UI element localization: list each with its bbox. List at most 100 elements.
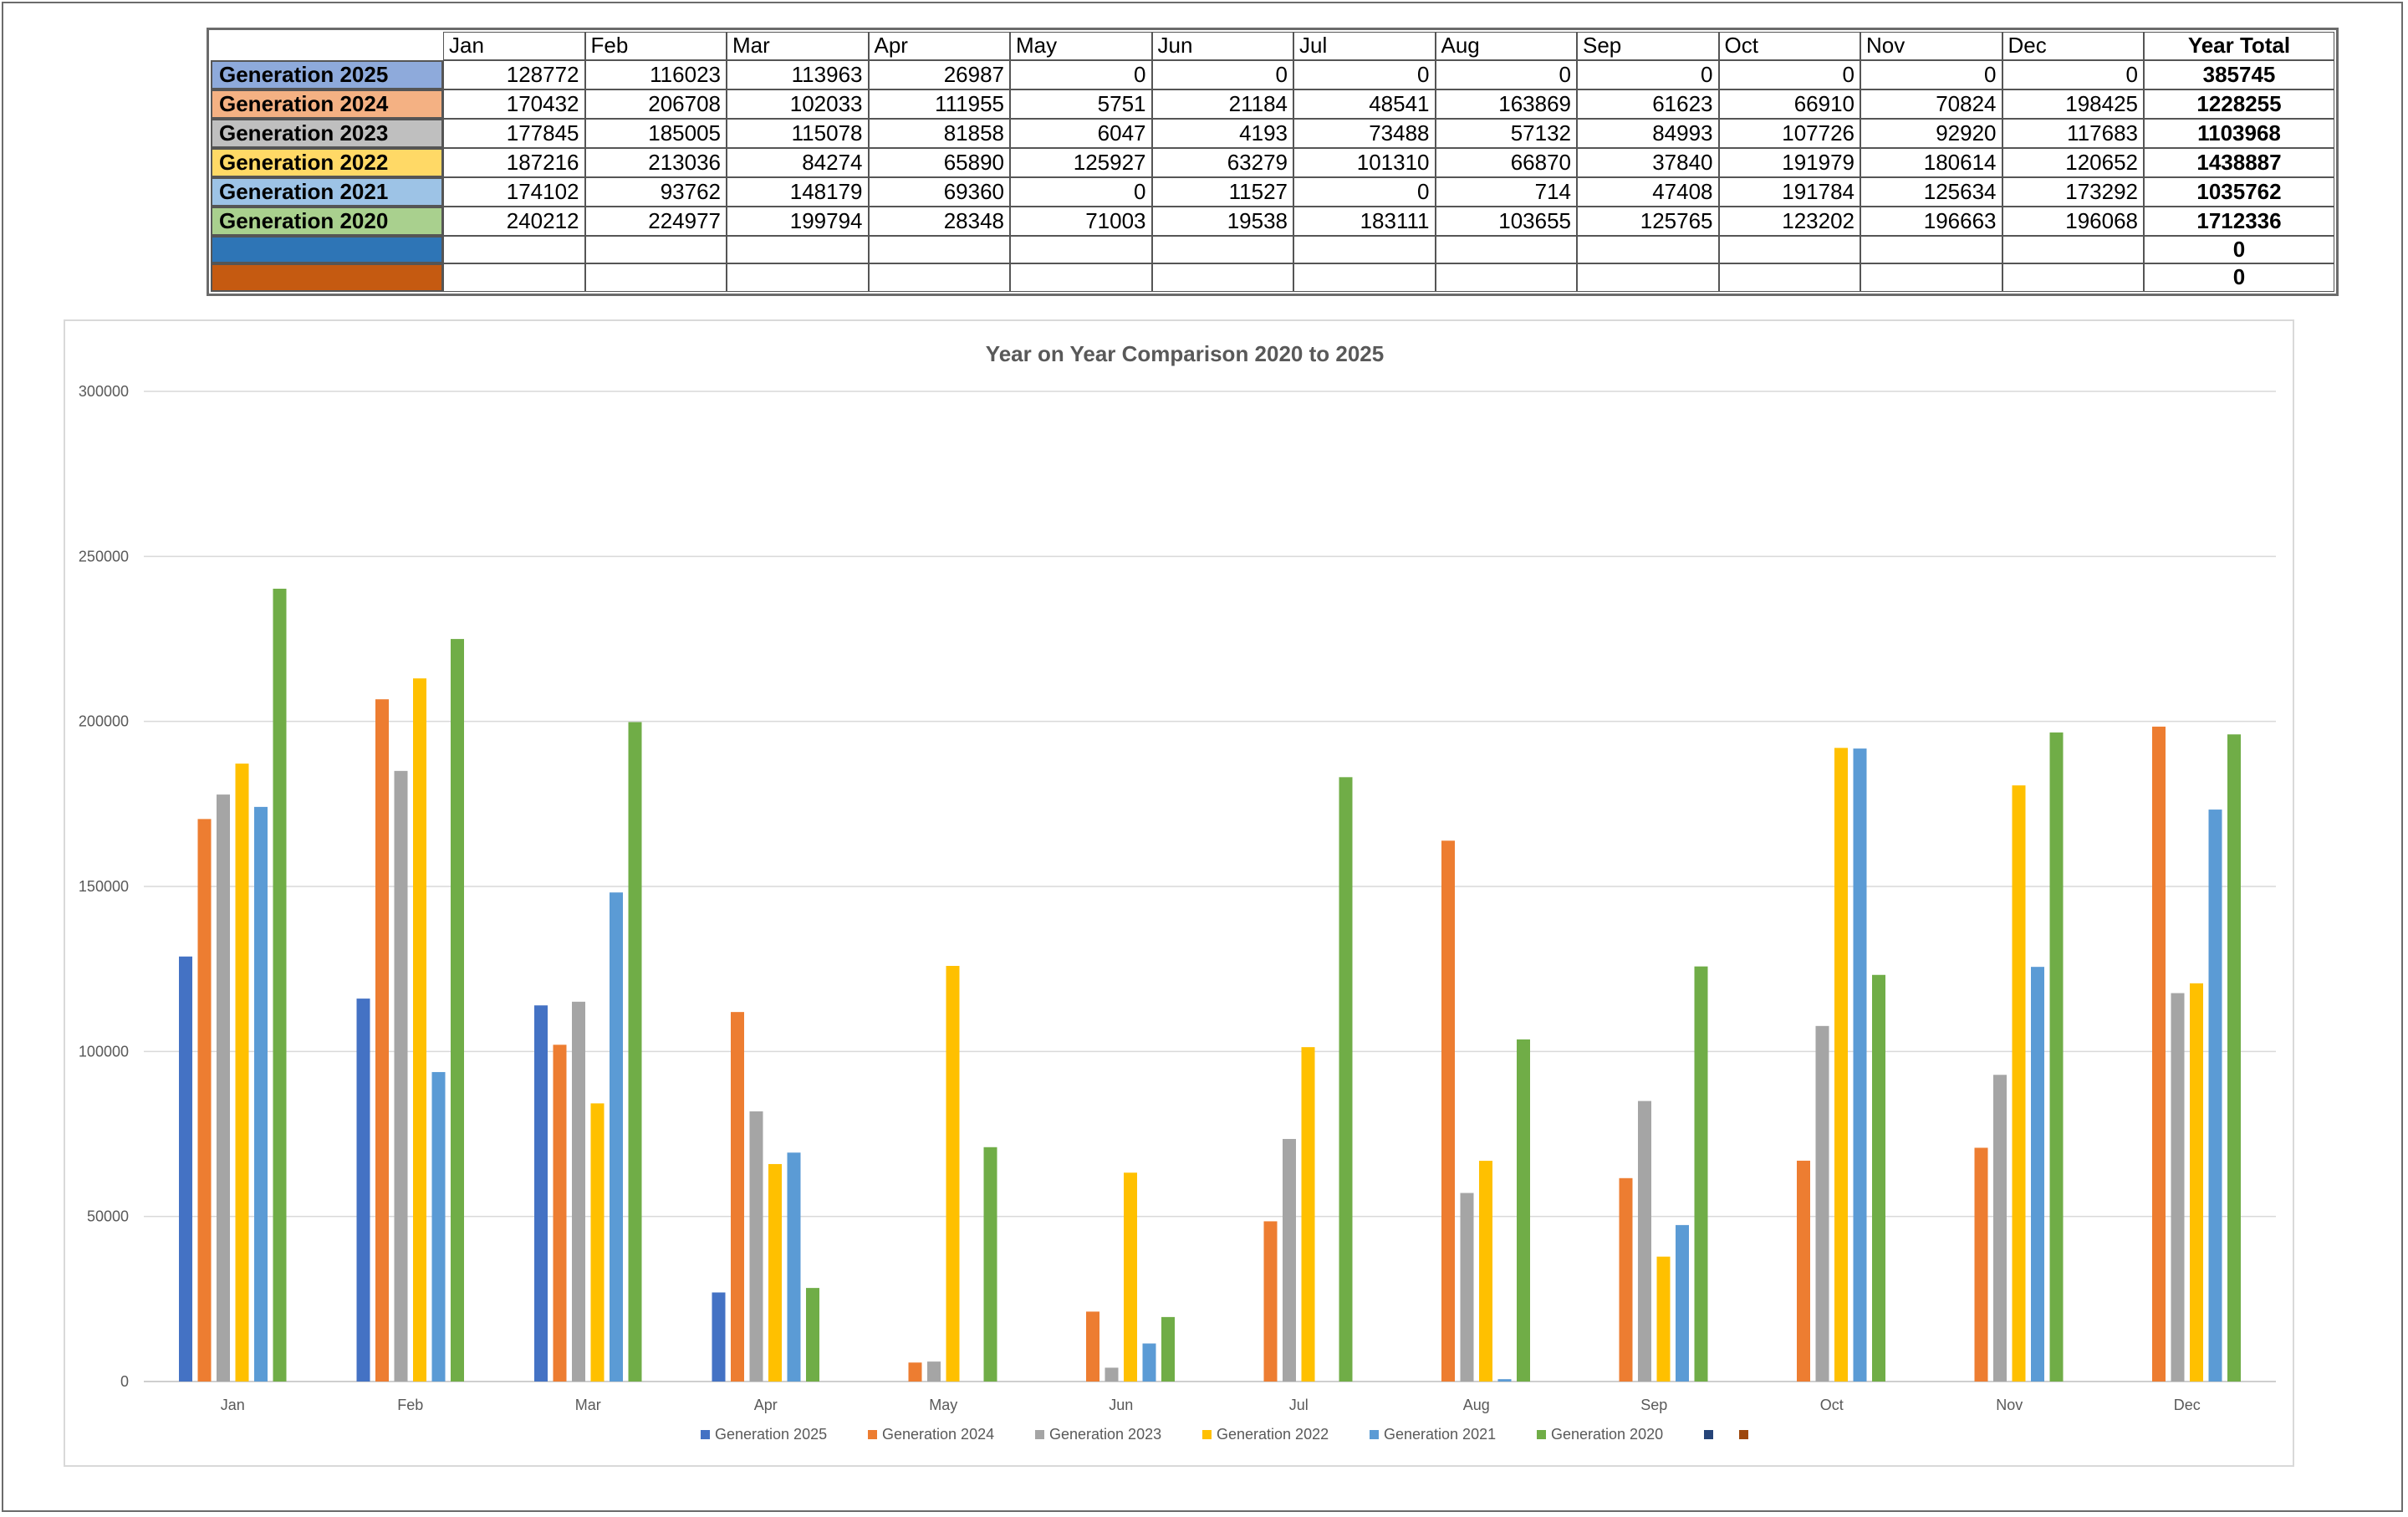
bar [610, 892, 623, 1382]
bar [749, 1111, 763, 1382]
table-cell: 37840 [1577, 147, 1719, 177]
bar [2031, 967, 2044, 1382]
table-corner [211, 32, 443, 60]
table-cell: 0 [1010, 59, 1152, 89]
table-cell: 196068 [2002, 206, 2144, 236]
table-cell [1435, 263, 1577, 292]
row-total: 1103968 [2144, 118, 2334, 148]
table-cell: 115078 [727, 118, 869, 148]
table-cell: 61623 [1577, 89, 1719, 119]
bar [1853, 748, 1867, 1382]
table-cell [584, 263, 727, 292]
x-tick-label: Jan [221, 1397, 245, 1413]
month-header-sep: Sep [1577, 32, 1719, 60]
generation-table: Jan Feb Mar Apr May Jun Jul Aug Sep Oct Nov Dec Year… [207, 28, 2339, 296]
y-tick-label: 200000 [79, 713, 129, 730]
row-total: 385745 [2144, 59, 2334, 89]
table-cell [1151, 235, 1293, 264]
table-cell: 125927 [1010, 147, 1152, 177]
row-total: 0 [2144, 263, 2334, 292]
legend-swatch [1202, 1430, 1212, 1439]
table-cell: 5751 [1010, 89, 1152, 119]
table-cell: 0 [1010, 176, 1152, 207]
x-tick-label: Feb [397, 1397, 423, 1413]
table-cell [868, 235, 1010, 264]
table-cell: 71003 [1010, 206, 1152, 236]
bar [1124, 1172, 1137, 1382]
table-cell: 117683 [2002, 118, 2144, 148]
legend-label: Generation 2020 [1551, 1426, 1663, 1443]
table-cell: 0 [2002, 59, 2144, 89]
bar [2049, 732, 2064, 1382]
table-cell: 111955 [868, 89, 1010, 119]
table-cell: 120652 [2002, 147, 2144, 177]
table-cell [2002, 235, 2144, 264]
table-cell [868, 263, 1010, 292]
table-cell: 0 [1151, 59, 1293, 89]
table-cell [1151, 263, 1293, 292]
table-cell: 191979 [1718, 147, 1860, 177]
bar [1676, 1224, 1689, 1382]
month-header-jun: Jun [1151, 32, 1293, 60]
table-cell: 196663 [1860, 206, 2002, 236]
y-tick-label: 50000 [87, 1208, 129, 1225]
table-cell: 81858 [868, 118, 1010, 148]
bar [1086, 1311, 1099, 1382]
table-cell: 21184 [1151, 89, 1293, 119]
bar [2227, 734, 2241, 1382]
table-cell: 107726 [1718, 118, 1860, 148]
x-tick-label: Apr [754, 1397, 778, 1413]
row-total: 1712336 [2144, 206, 2334, 236]
table-cell: 0 [1435, 59, 1577, 89]
table-cell: 0 [1293, 59, 1436, 89]
table-row: Generation 2021 174102 93762 148179 69360 0 11… [211, 176, 2334, 207]
table-cell: 714 [1435, 176, 1577, 207]
table-cell: 0 [1577, 59, 1719, 89]
table-cell: 0 [1718, 59, 1860, 89]
bar [1283, 1138, 1296, 1382]
bar [2190, 983, 2203, 1382]
table-cell: 170432 [443, 89, 585, 119]
table-cell: 163869 [1435, 89, 1577, 119]
bar [197, 819, 212, 1382]
table-cell: 101310 [1293, 147, 1436, 177]
bar [712, 1292, 726, 1382]
table-cell: 213036 [584, 147, 727, 177]
bar [1460, 1193, 1474, 1382]
bar [908, 1362, 922, 1382]
table-cell [1010, 235, 1152, 264]
row-total: 0 [2144, 235, 2334, 264]
month-header-nov: Nov [1860, 32, 2002, 60]
legend-label: Generation 2023 [1049, 1426, 1161, 1443]
bar [572, 1001, 585, 1382]
table-cell: 6047 [1010, 118, 1152, 148]
table-row: Generation 2025 128772 116023 113963 26987 0 0… [211, 59, 2334, 89]
table-cell [584, 235, 727, 264]
bar [235, 764, 249, 1382]
table-cell: 11527 [1151, 176, 1293, 207]
row-label: Generation 2021 [211, 176, 443, 207]
bar [394, 770, 408, 1382]
bar [2152, 726, 2166, 1382]
bar [1301, 1047, 1315, 1382]
legend-swatch [1739, 1430, 1748, 1439]
month-header-oct: Oct [1718, 32, 1860, 60]
bar [179, 956, 192, 1382]
table-cell: 198425 [2002, 89, 2144, 119]
bar [1656, 1256, 1671, 1382]
month-header-feb: Feb [584, 32, 727, 60]
bar [806, 1288, 819, 1382]
table-cell: 92920 [1860, 118, 2002, 148]
month-header-mar: Mar [727, 32, 869, 60]
table-header-row: Jan Feb Mar Apr May Jun Jul Aug Sep Oct Nov Dec Year… [211, 32, 2334, 60]
table-cell [1860, 263, 2002, 292]
row-total: 1228255 [2144, 89, 2334, 119]
table-cell: 4193 [1151, 118, 1293, 148]
legend-label: Generation 2024 [882, 1426, 994, 1443]
table-cell: 28348 [868, 206, 1010, 236]
table-cell: 102033 [727, 89, 869, 119]
legend-swatch [868, 1430, 877, 1439]
bar [1339, 777, 1353, 1382]
table-cell: 224977 [584, 206, 727, 236]
bar [534, 1005, 548, 1382]
